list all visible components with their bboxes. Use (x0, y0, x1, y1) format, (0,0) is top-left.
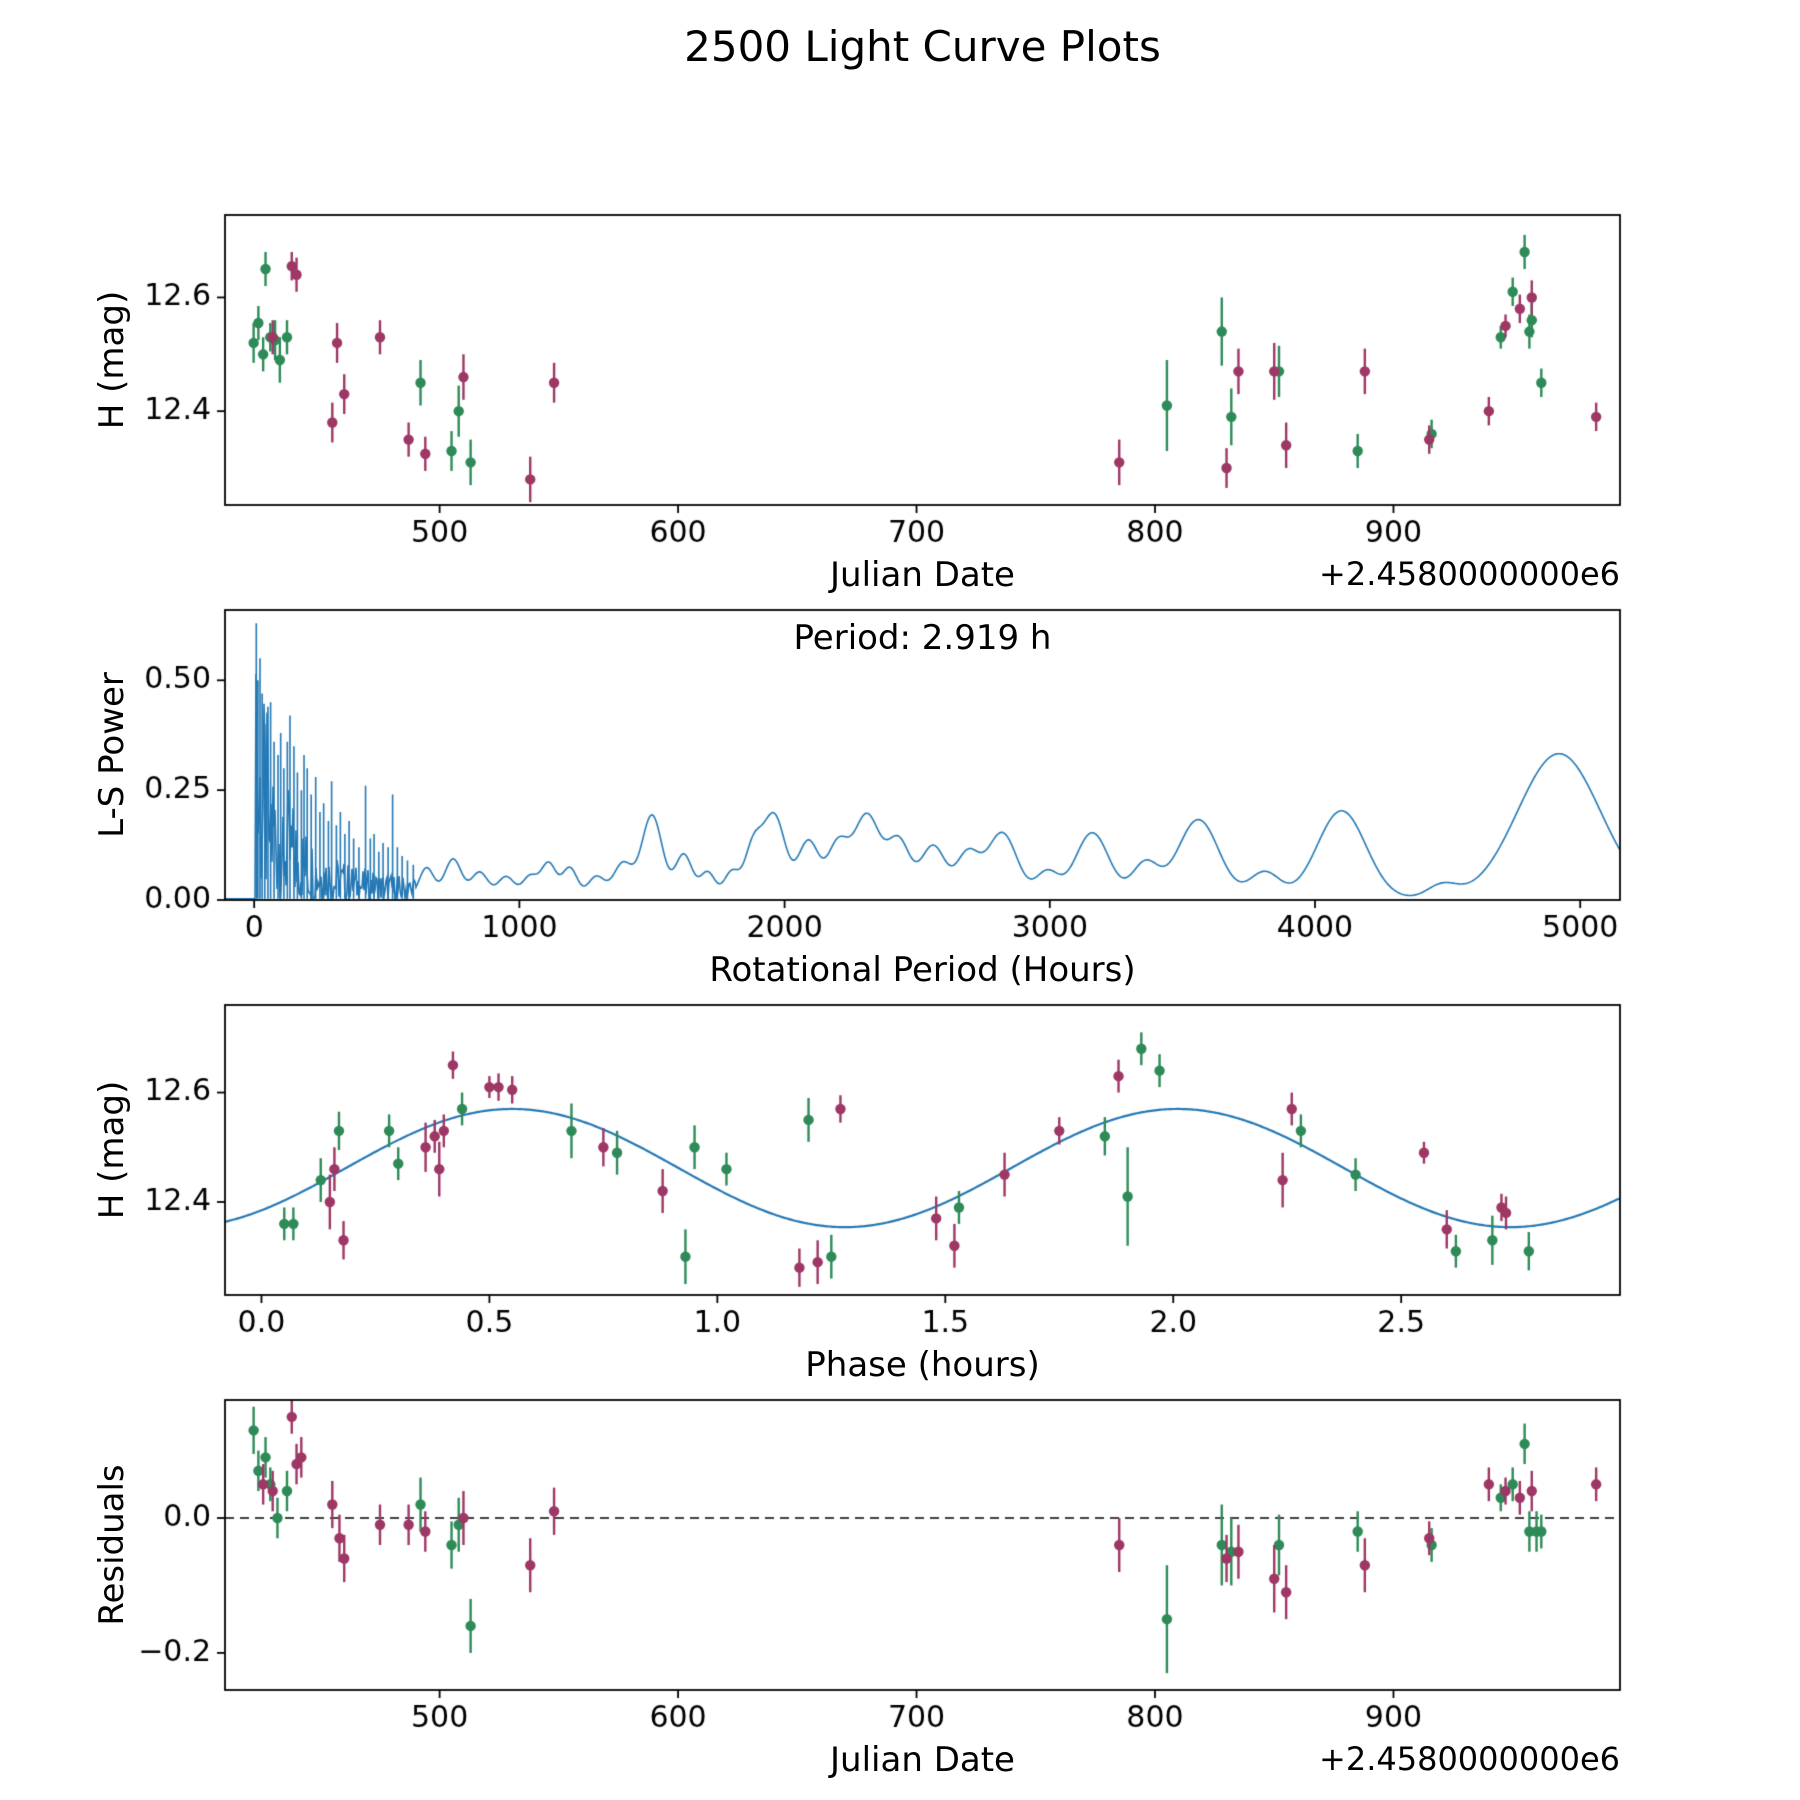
axis-label-julian-date-bottom: Julian Date (830, 1740, 1015, 1780)
axis-label-julian-date-top: Julian Date (830, 555, 1015, 595)
axis-offset-text-top: +2.4580000000e6 (1319, 555, 1620, 593)
axis-label-h-mag-top: H (mag) (92, 290, 132, 430)
axis-label-h-mag-phase: H (mag) (92, 1080, 132, 1220)
figure-title: 2500 Light Curve Plots (684, 22, 1161, 71)
axis-label-rotational-period: Rotational Period (Hours) (709, 950, 1136, 990)
axis-offset-text-bottom: +2.4580000000e6 (1319, 1740, 1620, 1778)
axis-label-ls-power: L-S Power (92, 672, 132, 838)
axis-label-residuals: Residuals (92, 1464, 132, 1626)
period-annotation: Period: 2.919 h (793, 618, 1052, 658)
axis-label-phase-hours: Phase (hours) (805, 1345, 1040, 1385)
